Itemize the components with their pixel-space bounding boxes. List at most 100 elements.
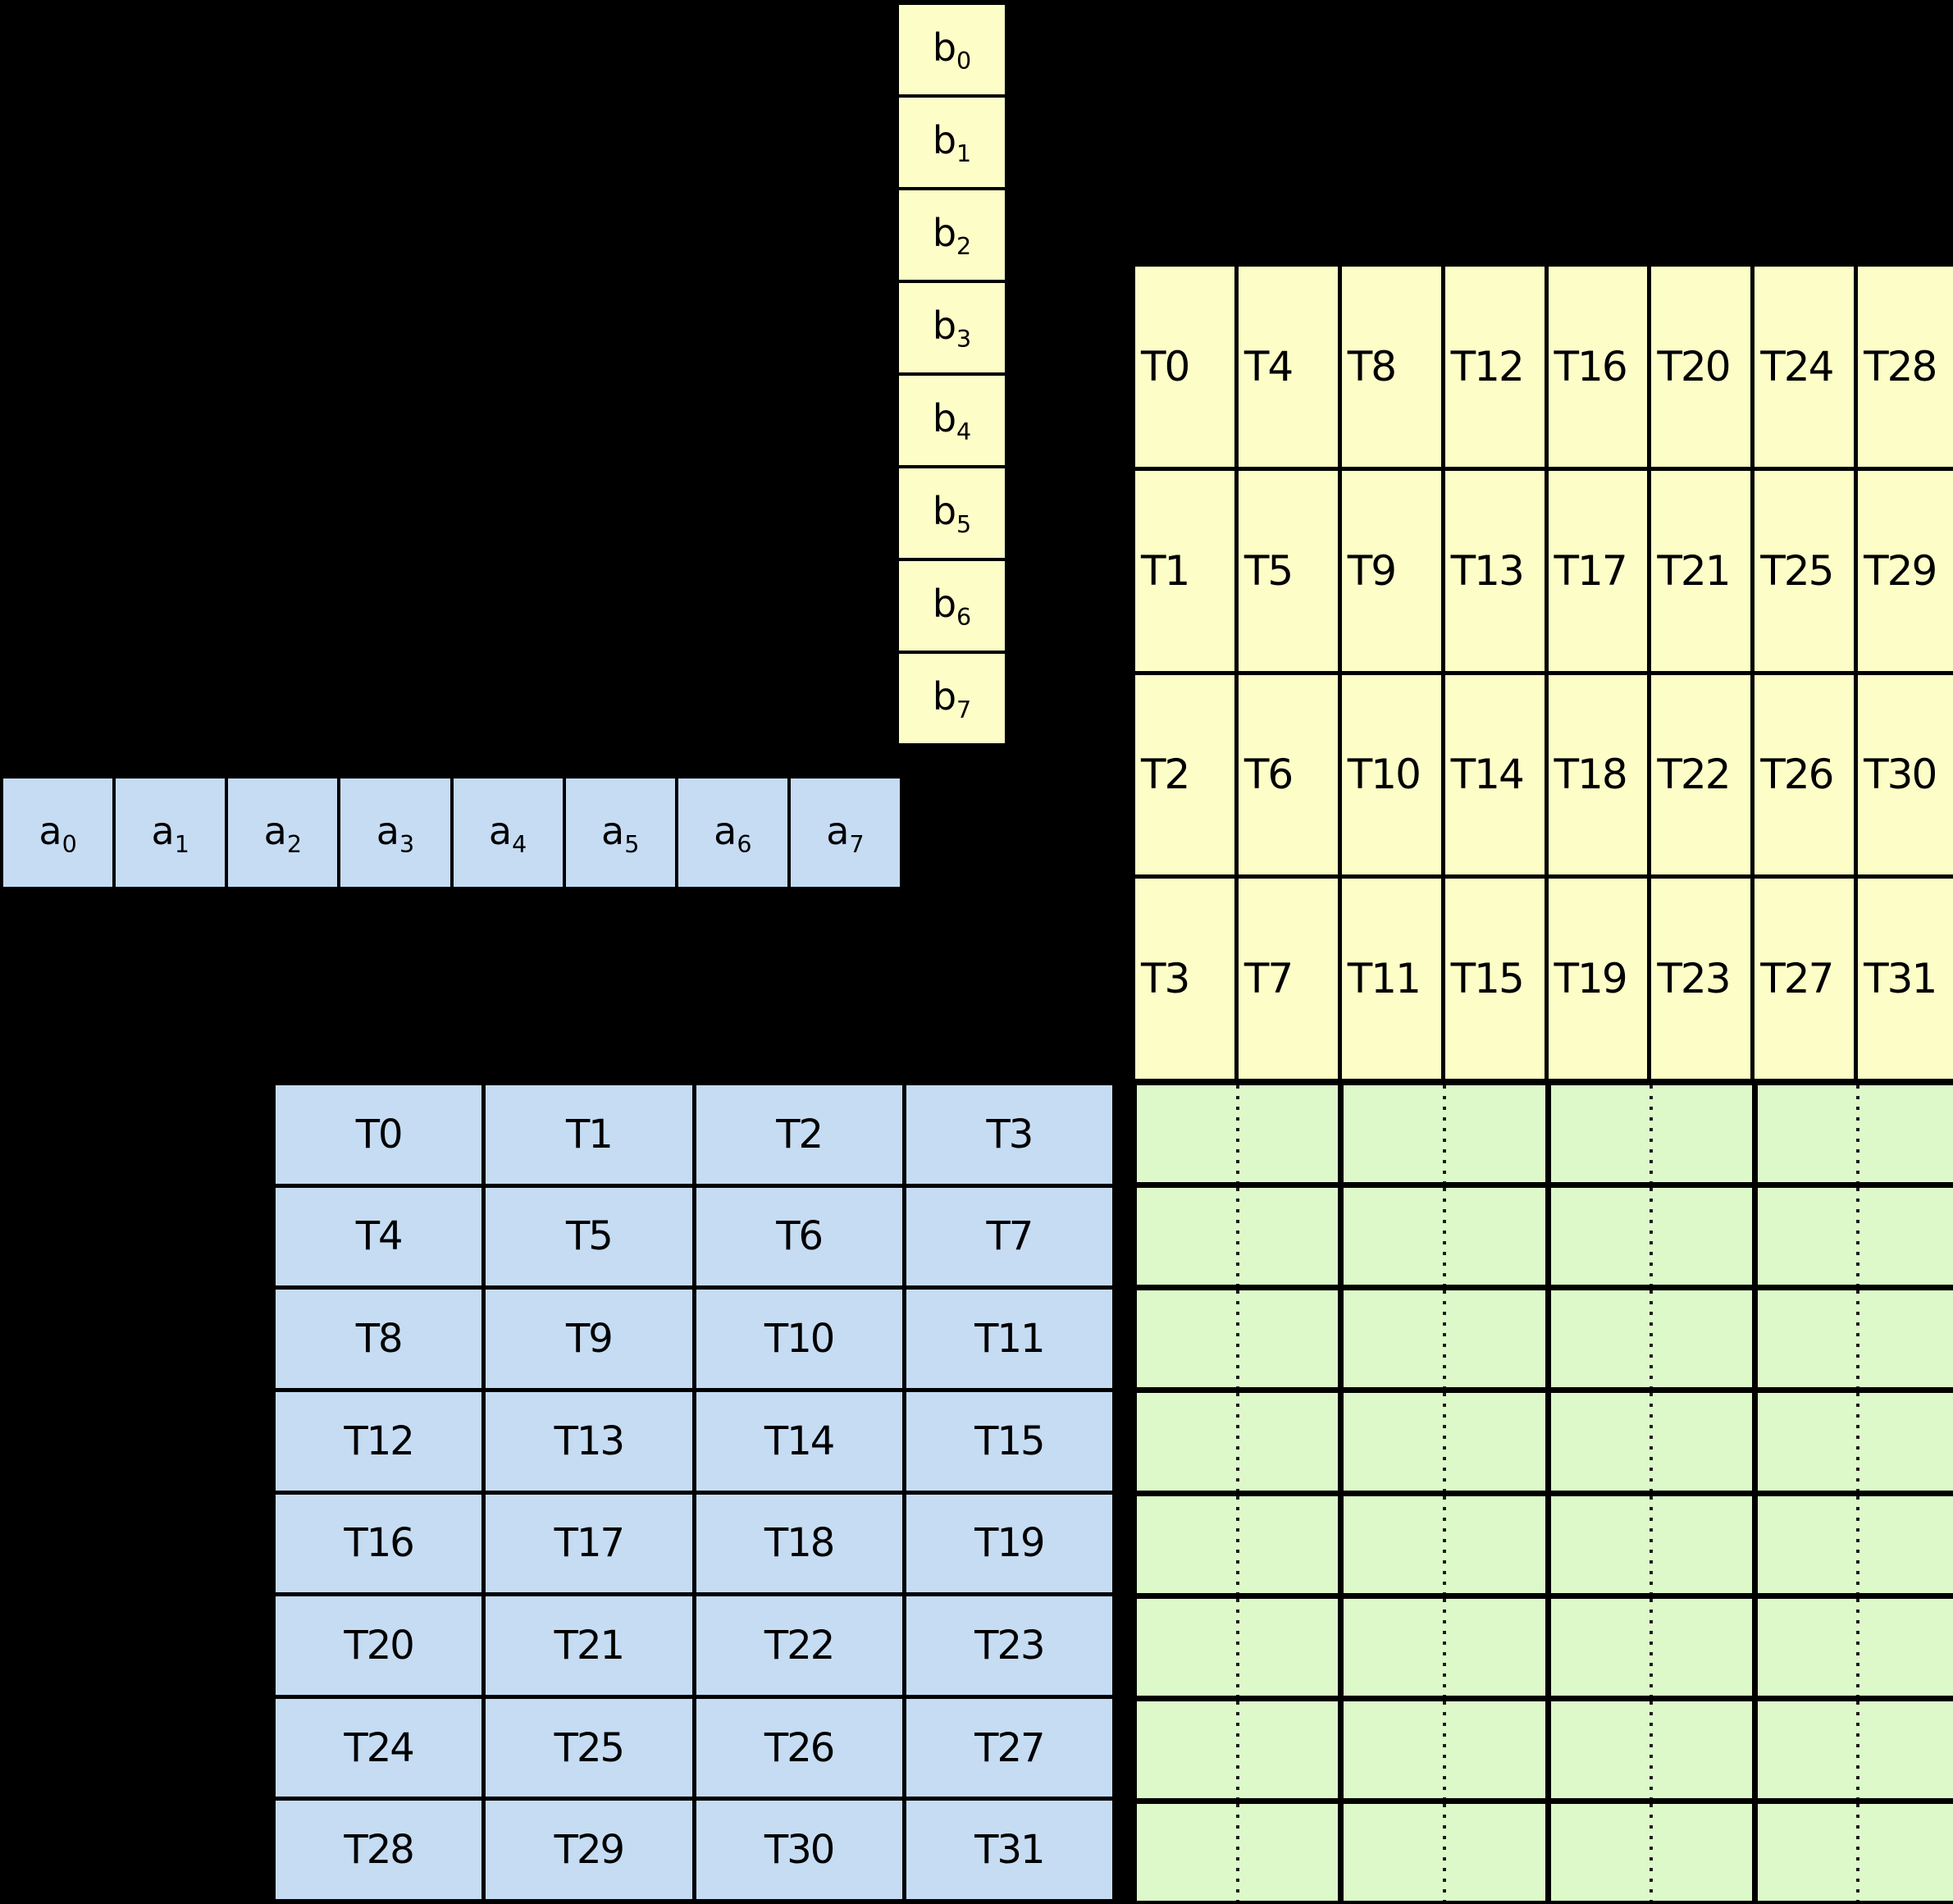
thread-cell: T17 xyxy=(486,1494,692,1593)
thread-cell: T18 xyxy=(696,1494,902,1593)
dotted-divider-line xyxy=(1856,1393,1860,1491)
thread-cell: T5 xyxy=(486,1187,692,1286)
vector-a-label: a4 xyxy=(488,808,527,858)
dotted-divider-line xyxy=(1442,1598,1446,1696)
result-cell xyxy=(1137,1393,1339,1491)
dotted-divider-line xyxy=(1650,1393,1654,1491)
thread-cell: T23 xyxy=(1651,879,1751,1079)
vector-a-label: a1 xyxy=(151,808,189,858)
thread-cell: T8 xyxy=(276,1290,482,1388)
thread-cell: T17 xyxy=(1548,470,1648,671)
result-cell xyxy=(1757,1495,1953,1593)
vector-b-cell: b7 xyxy=(899,654,1005,743)
vector-a-label: a2 xyxy=(263,808,302,858)
dotted-divider-line xyxy=(1856,1701,1860,1798)
vector-b-label: b1 xyxy=(932,118,972,168)
result-cell xyxy=(1344,1803,1545,1901)
dotted-divider-line xyxy=(1650,1290,1654,1388)
thread-cell: T10 xyxy=(696,1290,902,1388)
vector-b-cell: b4 xyxy=(899,376,1005,465)
thread-grid-b: T0 T4 T8 T12 T16 T20 T24 T28 T1 T5 T9 T1… xyxy=(1131,263,1953,1083)
thread-grid-a: T0 T1 T2 T3 T4 T5 T6 T7 T8 T9 T10 T11 T1… xyxy=(272,1081,1116,1903)
dotted-divider-line xyxy=(1856,1598,1860,1696)
thread-cell: T16 xyxy=(1548,267,1648,467)
dotted-divider-line xyxy=(1650,1598,1654,1696)
dotted-divider-line xyxy=(1442,1701,1446,1798)
thread-cell: T13 xyxy=(1444,470,1545,671)
thread-cell: T12 xyxy=(1444,267,1545,467)
thread-cell: T20 xyxy=(276,1596,482,1695)
thread-cell: T10 xyxy=(1341,674,1441,875)
dotted-divider-line xyxy=(1235,1803,1239,1901)
result-cell xyxy=(1757,1393,1953,1491)
dotted-divider-line xyxy=(1650,1188,1654,1285)
dotted-divider-line xyxy=(1442,1393,1446,1491)
thread-cell: T29 xyxy=(486,1801,692,1899)
thread-cell: T27 xyxy=(1755,879,1855,1079)
dotted-divider-line xyxy=(1856,1085,1860,1183)
result-cell xyxy=(1757,1188,1953,1285)
vector-a-cell: a2 xyxy=(228,778,338,887)
dotted-divider-line xyxy=(1442,1803,1446,1901)
thread-cell: T16 xyxy=(276,1494,482,1593)
thread-cell: T2 xyxy=(1135,674,1234,875)
thread-cell: T3 xyxy=(1135,879,1234,1079)
thread-cell: T15 xyxy=(1444,879,1545,1079)
result-cell xyxy=(1757,1701,1953,1798)
result-cell xyxy=(1137,1188,1339,1285)
thread-cell: T24 xyxy=(1755,267,1855,467)
thread-cell: T8 xyxy=(1341,267,1441,467)
thread-cell: T12 xyxy=(276,1391,482,1491)
thread-cell: T22 xyxy=(696,1596,902,1695)
thread-cell: T4 xyxy=(276,1187,482,1286)
vector-b-cell: b0 xyxy=(899,5,1005,94)
thread-cell: T6 xyxy=(696,1187,902,1286)
thread-cell: T30 xyxy=(1858,674,1953,875)
result-cell xyxy=(1344,1085,1545,1183)
dotted-divider-line xyxy=(1856,1803,1860,1901)
thread-cell: T26 xyxy=(696,1698,902,1797)
result-cell xyxy=(1344,1188,1545,1285)
thread-cell: T14 xyxy=(696,1391,902,1491)
vector-a-cell: a6 xyxy=(678,778,787,887)
dotted-divider-line xyxy=(1235,1495,1239,1593)
dotted-divider-line xyxy=(1235,1085,1239,1183)
thread-cell: T9 xyxy=(486,1290,692,1388)
thread-cell: T19 xyxy=(906,1494,1112,1593)
vector-a-label: a5 xyxy=(601,808,640,858)
result-cell xyxy=(1550,1085,1752,1183)
dotted-divider-line xyxy=(1235,1393,1239,1491)
thread-cell: T2 xyxy=(696,1085,902,1184)
dotted-divider-line xyxy=(1856,1188,1860,1285)
vector-a-label: a6 xyxy=(714,808,752,858)
vector-b-cell: b6 xyxy=(899,561,1005,651)
vector-b-label: b3 xyxy=(932,304,972,354)
dotted-divider-line xyxy=(1856,1290,1860,1388)
vector-a-cell: a5 xyxy=(565,778,675,887)
thread-cell: T11 xyxy=(906,1290,1112,1388)
result-cell xyxy=(1137,1803,1339,1901)
result-cell xyxy=(1550,1701,1752,1798)
result-cell xyxy=(1757,1290,1953,1388)
thread-cell: T1 xyxy=(486,1085,692,1184)
vector-a: a0 a1 a2 a3 a4 a5 a6 a7 xyxy=(0,775,903,890)
dotted-divider-line xyxy=(1856,1495,1860,1593)
thread-cell: T25 xyxy=(486,1698,692,1797)
thread-cell: T31 xyxy=(906,1801,1112,1899)
dotted-divider-line xyxy=(1235,1701,1239,1798)
thread-cell: T15 xyxy=(906,1391,1112,1491)
result-cell xyxy=(1344,1290,1545,1388)
result-cell xyxy=(1137,1085,1339,1183)
thread-cell: T4 xyxy=(1238,267,1338,467)
vector-b-label: b0 xyxy=(932,25,972,75)
vector-a-cell: a7 xyxy=(790,778,900,887)
thread-cell: T14 xyxy=(1444,674,1545,875)
thread-cell: T19 xyxy=(1548,879,1648,1079)
vector-a-cell: a4 xyxy=(453,778,563,887)
thread-cell: T25 xyxy=(1755,470,1855,671)
thread-cell: T0 xyxy=(276,1085,482,1184)
dotted-divider-line xyxy=(1442,1290,1446,1388)
thread-cell: T20 xyxy=(1651,267,1751,467)
result-grid xyxy=(1131,1080,1953,1904)
thread-cell: T5 xyxy=(1238,470,1338,671)
